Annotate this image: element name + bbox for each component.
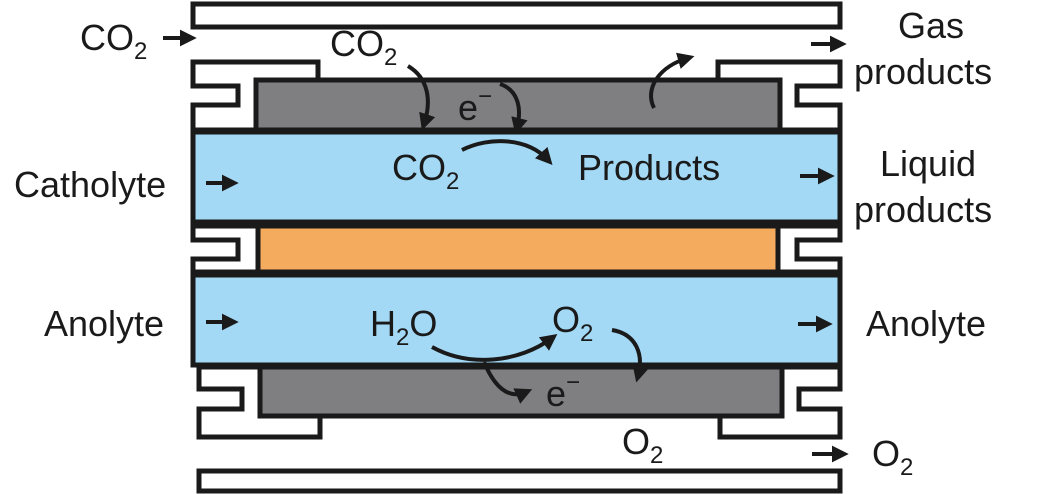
o2-outlet-label: O2 bbox=[872, 433, 913, 481]
co2-reactant-label: CO2 bbox=[392, 147, 459, 195]
membrane bbox=[255, 223, 781, 275]
anolyte-inlet-label: Anolyte bbox=[44, 303, 164, 344]
o2-release-arrow bbox=[611, 328, 649, 383]
products-label: Products bbox=[578, 147, 720, 188]
anolyte-outlet-label: Anolyte bbox=[866, 303, 986, 344]
electron-anode-label: e− bbox=[546, 369, 580, 414]
anode-electrode bbox=[257, 364, 785, 419]
electron-cathode-label: e− bbox=[458, 83, 492, 128]
h2o-to-o2-arrow bbox=[431, 333, 558, 362]
co2-gas-label: CO2 bbox=[330, 23, 397, 71]
electron-arrow-cathode bbox=[499, 82, 528, 135]
membrane-left-clamp bbox=[190, 223, 261, 275]
electron-arrow-anode bbox=[482, 361, 533, 404]
membrane-right-clamp bbox=[775, 223, 843, 275]
catholyte-channel bbox=[190, 129, 843, 225]
liquid-products-label-line1: Liquid bbox=[880, 143, 976, 184]
co2-inlet-label: CO2 bbox=[80, 17, 147, 65]
anode-bottom-plate bbox=[196, 468, 843, 494]
co2-diffusion-arrow bbox=[406, 64, 436, 131]
gas-products-label-line2: products bbox=[854, 51, 992, 92]
o2-gas-label: O2 bbox=[622, 421, 663, 469]
o2-product-label: O2 bbox=[552, 299, 593, 347]
co2-to-products-arrow bbox=[461, 139, 553, 165]
gas-release-arrow bbox=[649, 52, 695, 109]
h2o-label: H2O bbox=[370, 303, 437, 351]
liquid-products-label-line2: products bbox=[854, 189, 992, 230]
gas-products-label-line1: Gas bbox=[898, 5, 964, 46]
anolyte-channel bbox=[190, 272, 843, 368]
catholyte-label: Catholyte bbox=[14, 164, 166, 205]
cathode-top-plate bbox=[190, 1, 843, 30]
